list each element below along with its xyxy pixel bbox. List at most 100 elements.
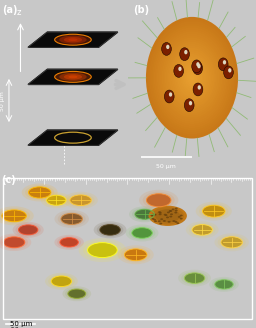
Circle shape <box>171 50 213 106</box>
Ellipse shape <box>215 280 233 289</box>
Ellipse shape <box>199 203 228 219</box>
Circle shape <box>164 214 167 215</box>
Circle shape <box>172 52 212 104</box>
Circle shape <box>177 58 207 97</box>
Text: 50 μm: 50 μm <box>10 327 30 328</box>
Ellipse shape <box>60 237 78 247</box>
Ellipse shape <box>178 270 211 287</box>
Ellipse shape <box>16 223 41 236</box>
Ellipse shape <box>13 222 44 238</box>
Circle shape <box>175 221 177 223</box>
Ellipse shape <box>61 213 82 225</box>
Circle shape <box>193 83 203 96</box>
Ellipse shape <box>0 235 28 249</box>
Circle shape <box>189 74 195 81</box>
Ellipse shape <box>51 276 72 287</box>
Circle shape <box>157 31 227 124</box>
Circle shape <box>167 212 170 213</box>
Ellipse shape <box>68 38 78 41</box>
Ellipse shape <box>126 224 158 241</box>
Circle shape <box>149 21 235 134</box>
Circle shape <box>176 222 179 224</box>
Polygon shape <box>28 69 118 84</box>
Circle shape <box>162 37 222 118</box>
Ellipse shape <box>83 240 122 260</box>
Circle shape <box>151 215 153 216</box>
Circle shape <box>169 92 172 97</box>
Circle shape <box>153 214 156 215</box>
Circle shape <box>158 33 226 122</box>
Ellipse shape <box>186 221 219 238</box>
Polygon shape <box>28 130 118 145</box>
Circle shape <box>146 17 238 138</box>
Ellipse shape <box>132 208 157 221</box>
Circle shape <box>164 90 174 103</box>
Circle shape <box>162 43 171 55</box>
Circle shape <box>196 62 200 67</box>
Circle shape <box>170 213 173 215</box>
Ellipse shape <box>124 249 147 261</box>
Circle shape <box>169 48 215 108</box>
Circle shape <box>176 56 208 99</box>
Ellipse shape <box>100 225 120 235</box>
Ellipse shape <box>215 233 249 251</box>
Ellipse shape <box>97 223 123 237</box>
Circle shape <box>166 44 218 112</box>
Ellipse shape <box>121 247 150 262</box>
Ellipse shape <box>63 192 98 209</box>
Circle shape <box>165 42 219 114</box>
Ellipse shape <box>59 73 87 81</box>
Ellipse shape <box>196 202 232 221</box>
Circle shape <box>158 220 161 222</box>
Circle shape <box>159 223 162 224</box>
Ellipse shape <box>192 225 212 235</box>
Ellipse shape <box>94 221 126 238</box>
Circle shape <box>169 210 172 212</box>
Circle shape <box>193 62 202 74</box>
Ellipse shape <box>18 225 38 235</box>
Ellipse shape <box>151 207 184 224</box>
Circle shape <box>169 216 172 217</box>
Circle shape <box>172 209 175 210</box>
Ellipse shape <box>209 277 239 292</box>
Ellipse shape <box>41 192 72 208</box>
Ellipse shape <box>70 195 91 206</box>
Circle shape <box>191 76 193 79</box>
Ellipse shape <box>67 194 95 207</box>
Text: 50 μm: 50 μm <box>156 164 176 169</box>
Ellipse shape <box>45 273 78 290</box>
Circle shape <box>183 66 201 89</box>
Circle shape <box>192 60 201 73</box>
Circle shape <box>169 210 172 212</box>
Ellipse shape <box>148 206 187 226</box>
Ellipse shape <box>55 210 89 228</box>
Ellipse shape <box>0 206 34 225</box>
Circle shape <box>153 219 156 220</box>
Ellipse shape <box>218 235 246 250</box>
Ellipse shape <box>59 36 87 44</box>
Text: (c): (c) <box>1 175 16 185</box>
Circle shape <box>155 29 229 126</box>
Ellipse shape <box>68 75 78 78</box>
Circle shape <box>218 58 228 71</box>
Ellipse shape <box>221 237 242 248</box>
Circle shape <box>165 214 167 216</box>
Ellipse shape <box>129 206 160 222</box>
Text: 50 μm: 50 μm <box>10 321 33 327</box>
Ellipse shape <box>88 243 117 257</box>
Circle shape <box>154 220 157 222</box>
Ellipse shape <box>25 185 54 200</box>
Circle shape <box>189 101 192 105</box>
Ellipse shape <box>189 223 216 237</box>
Circle shape <box>178 67 182 71</box>
Circle shape <box>152 25 232 130</box>
Circle shape <box>168 221 170 223</box>
Ellipse shape <box>22 183 58 201</box>
Circle shape <box>188 72 196 83</box>
Circle shape <box>174 65 184 77</box>
Circle shape <box>180 218 183 219</box>
Circle shape <box>151 218 154 220</box>
Ellipse shape <box>155 209 180 222</box>
Circle shape <box>179 60 205 95</box>
Circle shape <box>180 215 183 216</box>
